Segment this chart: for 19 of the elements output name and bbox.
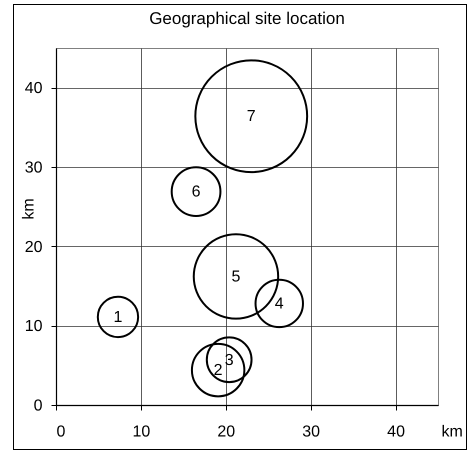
x-tick-label: 20 [217,424,236,440]
y-tick-label: 10 [24,318,43,336]
x-tick-label: 10 [132,424,150,440]
x-axis-title: km [442,424,463,440]
x-tick-label: 40 [387,424,406,440]
annotation: 2 [214,362,223,380]
annotation: 5 [232,268,241,286]
annotation: 6 [192,184,201,201]
y-tick-label: 20 [24,238,43,256]
chart-title: Geographical site location [149,9,345,28]
annotation: 4 [274,295,284,312]
y-tick-label: 40 [24,80,43,98]
annotation: 1 [114,308,123,326]
x-tick-label: 30 [302,424,320,440]
x-tick-label: 0 [56,424,66,440]
y-tick-label: 0 [34,398,43,414]
y-tick-label: 30 [24,160,43,176]
y-axis-title: km [20,198,38,220]
annotation: 7 [246,108,256,126]
